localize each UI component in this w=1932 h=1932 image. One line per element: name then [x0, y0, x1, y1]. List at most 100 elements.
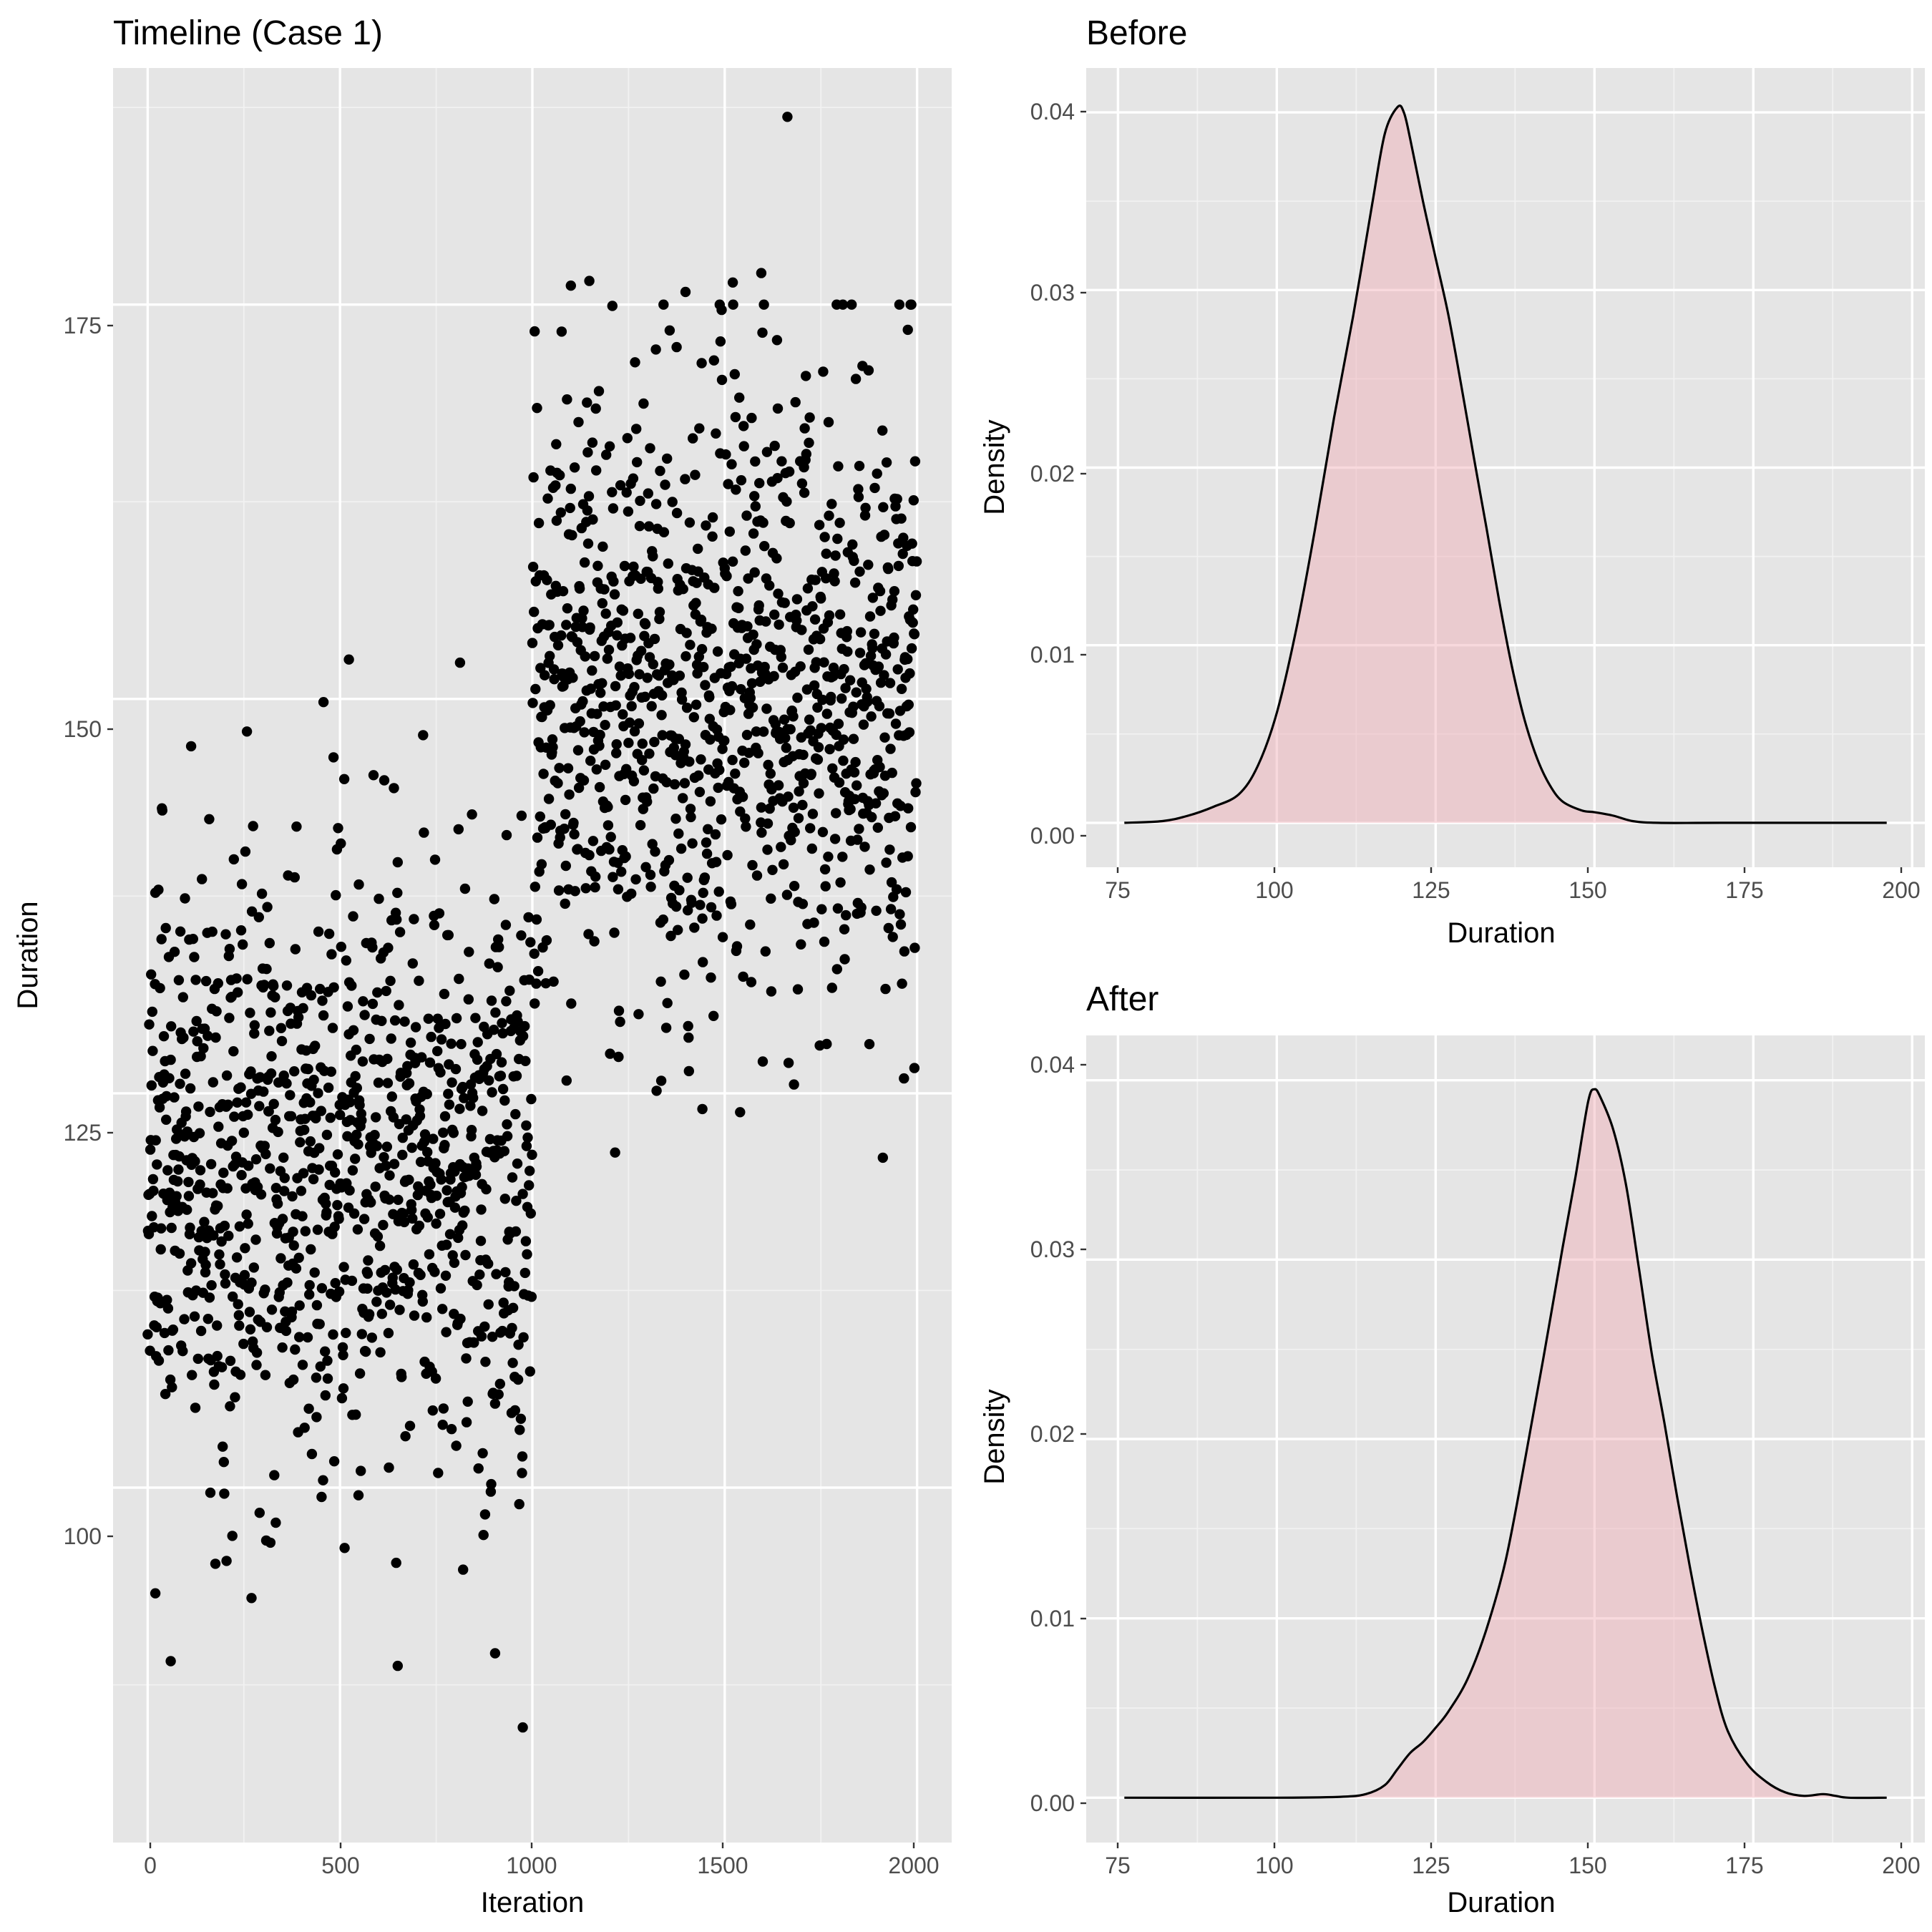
scatter-point: [840, 683, 851, 693]
scatter-point: [167, 1324, 179, 1335]
scatter-point: [715, 336, 726, 347]
scatter-point: [721, 449, 731, 460]
scatter-point: [161, 1114, 172, 1126]
scatter-point: [147, 1174, 159, 1185]
scatter-point: [180, 1068, 191, 1079]
scatter-point: [245, 1008, 255, 1018]
scatter-point: [833, 461, 844, 472]
scatter-point: [907, 538, 917, 549]
scatter-point: [670, 750, 681, 761]
scatter-point: [299, 1423, 310, 1433]
scatter-point: [761, 616, 771, 627]
scatter-point: [864, 864, 875, 875]
scatter-point: [276, 1035, 288, 1047]
scatter-point: [628, 776, 640, 787]
scatter-point: [695, 899, 706, 910]
scatter-point: [388, 1209, 399, 1220]
scatter-point: [379, 1152, 389, 1163]
x-tick-label-1500: 1500: [697, 1853, 748, 1878]
before-density-line: [1124, 104, 1887, 824]
scatter-point: [887, 932, 898, 942]
scatter-point: [470, 1013, 481, 1023]
scatter-point: [541, 935, 552, 946]
scatter-point: [872, 468, 882, 479]
scatter-point: [529, 948, 540, 960]
before-y-tick-label-2: 0.02: [1030, 461, 1075, 487]
scatter-point: [517, 1468, 527, 1478]
scatter-point: [824, 610, 835, 621]
scatter-point: [246, 906, 258, 917]
after-x-tick-label-175: 175: [1725, 1853, 1763, 1878]
scatter-point: [769, 670, 779, 682]
scatter-point: [664, 659, 675, 670]
scatter-point: [638, 398, 649, 409]
scatter-point: [608, 872, 618, 882]
scatter-point: [502, 1119, 512, 1130]
scatter-point: [351, 1129, 362, 1141]
before-density-area: [1124, 105, 1887, 824]
scatter-point: [326, 949, 337, 960]
scatter-point: [632, 457, 643, 468]
scatter-point: [640, 862, 651, 873]
scatter-point: [147, 1006, 157, 1018]
scatter-point: [674, 884, 685, 896]
scatter-point: [391, 1557, 401, 1568]
scatter-point: [642, 673, 653, 683]
scatter-point: [792, 984, 804, 995]
scatter-point: [656, 710, 667, 721]
scatter-point: [828, 670, 839, 682]
scatter-point: [434, 1209, 446, 1219]
scatter-point: [746, 678, 758, 689]
scatter-point: [683, 1065, 694, 1077]
scatter-point: [303, 1403, 314, 1414]
scatter-point: [510, 1108, 521, 1120]
scatter-point: [522, 1249, 532, 1260]
scatter-point: [806, 769, 817, 779]
scatter-point: [381, 985, 391, 997]
scatter-point: [764, 803, 775, 814]
y-tick-label-100: 100: [64, 1523, 102, 1549]
scatter-point: [466, 1125, 477, 1136]
scatter-point: [220, 1278, 231, 1289]
scatter-point: [809, 680, 820, 691]
scatter-point: [299, 1124, 310, 1136]
scatter-point: [698, 662, 709, 673]
scatter-point: [519, 1267, 530, 1279]
scatter-point: [148, 1186, 159, 1196]
scatter-point: [350, 1070, 361, 1082]
scatter-point: [231, 973, 242, 984]
scatter-point: [560, 809, 571, 820]
scatter-point: [727, 556, 738, 567]
scatter-point: [542, 493, 553, 504]
scatter-point: [241, 726, 253, 737]
scatter-point: [635, 645, 647, 656]
scatter-point: [429, 854, 441, 865]
scatter-point: [674, 670, 686, 681]
scatter-point: [590, 403, 601, 414]
scatter-point: [536, 859, 547, 870]
scatter-point: [721, 570, 732, 582]
scatter-point: [760, 946, 771, 957]
scatter-point: [730, 769, 741, 779]
scatter-point: [268, 1098, 279, 1110]
scatter-point: [759, 541, 770, 552]
scatter-point: [233, 987, 243, 998]
scatter-point: [685, 640, 696, 650]
scatter-point: [511, 1070, 522, 1081]
timeline-title: Timeline (Case 1): [113, 14, 383, 52]
scatter-point: [205, 1106, 215, 1118]
scatter-point: [773, 588, 784, 599]
scatter-point: [743, 573, 753, 584]
scatter-point: [208, 1230, 219, 1241]
scatter-point: [746, 412, 757, 424]
scatter-point: [354, 1100, 365, 1111]
scatter-point: [814, 634, 826, 645]
scatter-point: [717, 743, 728, 754]
scatter-point: [401, 1114, 411, 1125]
scatter-point: [608, 576, 619, 587]
scatter-point: [812, 754, 824, 765]
scatter-point: [406, 1204, 417, 1216]
scatter-point: [706, 972, 716, 983]
scatter-point: [573, 782, 585, 794]
